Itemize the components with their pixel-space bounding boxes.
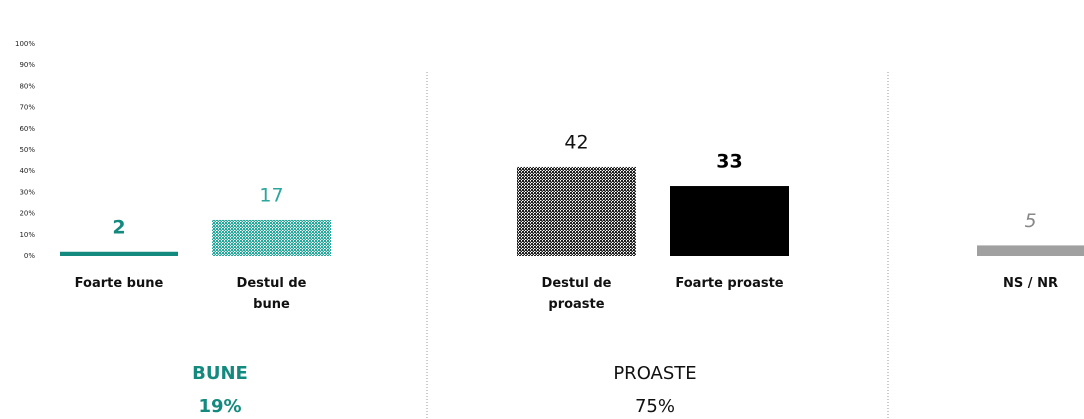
x-tick-label: Foarte proaste [675, 276, 784, 291]
x-tick-label: NS / NR [1003, 276, 1058, 291]
y-tick-label: 30% [19, 188, 35, 196]
bar [670, 186, 789, 256]
y-tick-label: 80% [19, 82, 35, 90]
bar [517, 166, 636, 256]
y-tick-label: 70% [19, 104, 35, 112]
y-tick-label: 20% [19, 210, 35, 218]
group-total: 75% [634, 396, 675, 417]
y-tick-label: 50% [19, 146, 35, 154]
y-tick-label: 60% [19, 125, 35, 133]
y-tick-label: 100% [15, 40, 35, 48]
x-tick-label: Foarte bune [74, 276, 164, 291]
data-label: 17 [259, 184, 283, 206]
group-name: PROASTE [613, 363, 697, 384]
y-tick-label: 10% [19, 231, 35, 239]
group-total: 19% [198, 396, 242, 417]
data-label: 42 [564, 131, 588, 153]
y-tick-label: 0% [24, 252, 35, 260]
y-tick-label: 40% [19, 167, 35, 175]
y-tick-label: 90% [19, 61, 35, 69]
x-tick-label: Destul de bune [236, 276, 307, 312]
group-name: BUNE [192, 363, 248, 384]
bar [60, 251, 178, 256]
data-label: 33 [716, 151, 742, 173]
x-tick-label: Destul de proaste [541, 276, 612, 312]
bar [212, 219, 331, 256]
data-label: 5 [1024, 210, 1036, 232]
bar [977, 245, 1084, 256]
data-label: 2 [112, 216, 125, 238]
